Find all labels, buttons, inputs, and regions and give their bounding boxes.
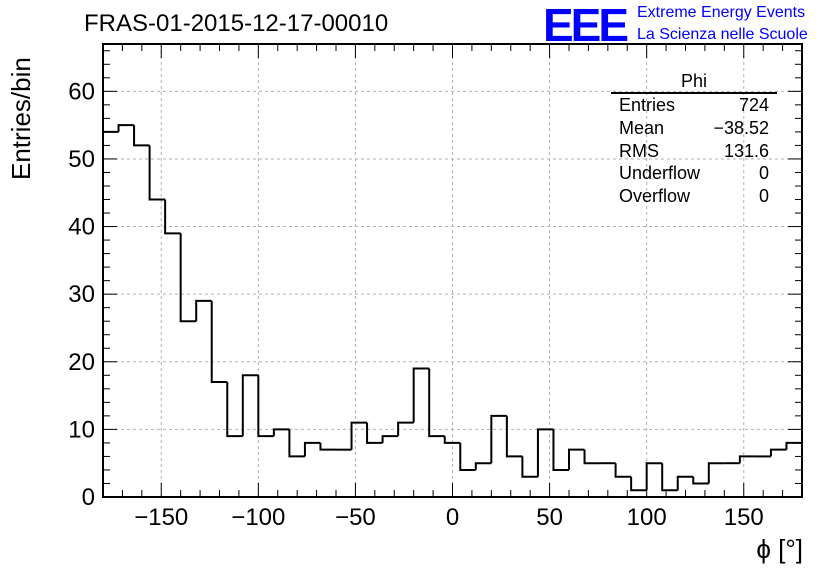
stats-row-rms: RMS 131.6 <box>611 140 777 163</box>
histogram-bin <box>195 299 212 322</box>
eee-logo: EEE <box>543 0 629 51</box>
histogram-bin <box>381 435 399 443</box>
y-tick-label: 0 <box>82 484 95 511</box>
x-tick-label: −50 <box>335 504 376 531</box>
histogram-bin <box>645 462 663 491</box>
chart-title: FRAS-01-2015-12-17-00010 <box>84 10 389 37</box>
y-tick-label: 20 <box>68 349 95 376</box>
stats-title: Phi <box>611 70 777 94</box>
histogram-bin <box>552 429 569 471</box>
histogram-bin <box>303 441 321 457</box>
histogram-bin <box>583 449 601 465</box>
histogram-bin <box>257 375 274 438</box>
x-tick-label: 100 <box>627 504 667 531</box>
histogram-bin <box>661 463 678 492</box>
histogram-bin <box>428 368 445 438</box>
x-tick-label: −150 <box>134 504 188 531</box>
y-tick-label: 60 <box>68 78 95 105</box>
histogram-bin <box>521 456 538 478</box>
histogram-bin <box>397 421 414 437</box>
histogram-bin <box>241 374 259 437</box>
histogram-bin <box>210 300 228 384</box>
histogram-bin <box>443 436 461 444</box>
histogram-bin <box>769 448 787 457</box>
histogram-bin <box>785 441 802 450</box>
x-tick-label: 50 <box>536 504 563 531</box>
histogram-bin <box>536 428 554 477</box>
stats-label: RMS <box>619 140 659 161</box>
histogram-bin <box>474 462 492 470</box>
histogram-bin <box>676 475 694 491</box>
stats-label: Entries <box>619 95 676 115</box>
histogram-bin <box>226 382 243 438</box>
x-tick-label: −100 <box>231 504 285 531</box>
histogram-bin <box>133 125 150 147</box>
x-tick-label: 0 <box>446 504 459 531</box>
histogram-bin <box>459 442 476 471</box>
histogram-bin <box>319 442 336 451</box>
histogram-bin <box>288 429 305 458</box>
histogram-bin <box>102 130 119 497</box>
y-tick-label: 50 <box>68 146 95 173</box>
plot-frame <box>102 43 803 498</box>
histogram-bin <box>366 422 383 444</box>
y-tick-label: 10 <box>68 416 95 443</box>
stats-label: Mean <box>619 117 665 138</box>
y-tick-label: 40 <box>68 214 95 241</box>
y-tick-label: 30 <box>68 281 95 308</box>
stats-row-entries: Entries 724 <box>611 94 777 117</box>
histogram-bin <box>630 476 647 492</box>
histogram-bin <box>707 462 725 484</box>
stats-box: Phi Entries 724 Mean −38.52 RMS 131.6 Un… <box>611 70 777 208</box>
histogram-bin <box>505 415 523 458</box>
histogram-bin <box>568 448 585 470</box>
histogram-bin <box>350 421 368 450</box>
histogram-bin <box>148 145 166 201</box>
stats-row-mean: Mean −38.52 <box>611 117 777 140</box>
stats-label: Overflow <box>619 186 691 207</box>
y-axis-label: Entries/bin <box>6 57 36 180</box>
logo-line-2: La Scienza nelle Scuole <box>637 26 808 43</box>
stats-value: 724 <box>738 95 769 115</box>
histogram-bin <box>692 476 709 485</box>
stats-row-underflow: Underflow 0 <box>611 162 777 185</box>
x-tick-label: 150 <box>724 504 764 531</box>
histogram-bin <box>179 233 197 323</box>
histogram-bin <box>738 455 756 464</box>
histogram-bin <box>412 367 430 423</box>
x-axis-label: ϕ [°] <box>756 534 803 564</box>
logo-line-1: Extreme Energy Events <box>637 4 806 21</box>
histogram-bin <box>272 428 290 437</box>
stats-row-overflow: Overflow 0 <box>611 185 777 208</box>
stats-value: 0 <box>758 163 769 184</box>
histogram-bin <box>117 124 135 132</box>
stats-value: 131.6 <box>723 140 769 161</box>
histogram-bin <box>164 199 181 235</box>
histogram-bin <box>490 414 507 464</box>
stats-value: −38.52 <box>713 117 769 138</box>
stats-label: Underflow <box>619 163 701 184</box>
histogram-bin <box>614 463 632 478</box>
stats-value: 0 <box>758 186 769 207</box>
